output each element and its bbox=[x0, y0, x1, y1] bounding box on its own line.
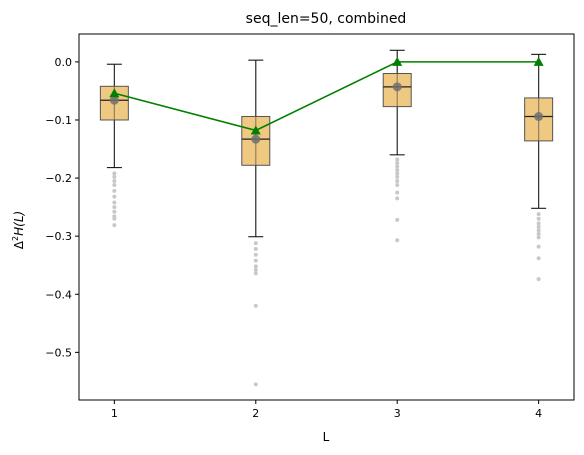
y-axis-label: Δ2H(L) bbox=[11, 211, 26, 249]
outlier-point bbox=[112, 200, 116, 204]
outlier-point bbox=[112, 210, 116, 214]
outlier-point bbox=[537, 228, 541, 232]
outlier-point bbox=[254, 264, 258, 268]
y-tick-label: −0.3 bbox=[45, 230, 72, 243]
x-tick-label: 1 bbox=[111, 407, 118, 420]
outlier-point bbox=[537, 277, 541, 281]
outlier-point bbox=[537, 232, 541, 236]
outlier-point bbox=[254, 241, 258, 245]
outlier-point bbox=[395, 168, 399, 172]
outlier-point bbox=[537, 212, 541, 216]
outlier-point bbox=[112, 217, 116, 221]
outlier-point bbox=[537, 235, 541, 239]
outlier-point bbox=[254, 259, 258, 263]
mean-marker bbox=[251, 135, 260, 144]
outlier-point bbox=[112, 179, 116, 183]
outlier-point bbox=[395, 238, 399, 242]
outlier-point bbox=[395, 175, 399, 179]
outlier-point bbox=[395, 196, 399, 200]
outlier-point bbox=[395, 218, 399, 222]
y-tick-label: −0.5 bbox=[45, 346, 72, 359]
y-tick-label: −0.4 bbox=[45, 288, 72, 301]
outlier-point bbox=[537, 256, 541, 260]
y-tick-label: 0.0 bbox=[55, 56, 73, 69]
outlier-point bbox=[112, 195, 116, 199]
outlier-point bbox=[395, 183, 399, 187]
outlier-point bbox=[112, 205, 116, 209]
outlier-point bbox=[254, 382, 258, 386]
outlier-point bbox=[537, 221, 541, 225]
mean-marker bbox=[393, 82, 402, 91]
chart-title: seq_len=50, combined bbox=[246, 11, 407, 27]
outlier-point bbox=[112, 171, 116, 175]
outlier-point bbox=[537, 245, 541, 249]
outlier-point bbox=[395, 171, 399, 175]
outlier-point bbox=[395, 164, 399, 168]
x-tick-label: 2 bbox=[252, 407, 259, 420]
y-tick-label: −0.2 bbox=[45, 172, 72, 185]
outlier-point bbox=[395, 157, 399, 161]
outlier-point bbox=[395, 191, 399, 195]
outlier-point bbox=[254, 247, 258, 251]
x-axis-label: L bbox=[323, 430, 330, 444]
outlier-point bbox=[112, 223, 116, 227]
x-tick-label: 3 bbox=[394, 407, 401, 420]
y-tick-label: −0.1 bbox=[45, 114, 72, 127]
outlier-point bbox=[112, 183, 116, 187]
outlier-point bbox=[254, 304, 258, 308]
outlier-point bbox=[395, 161, 399, 165]
mean-marker bbox=[534, 112, 543, 121]
outlier-point bbox=[112, 189, 116, 193]
outlier-point bbox=[537, 217, 541, 221]
outlier-point bbox=[254, 271, 258, 275]
outlier-point bbox=[254, 253, 258, 257]
x-tick-label: 4 bbox=[535, 407, 542, 420]
outlier-point bbox=[537, 225, 541, 229]
outlier-point bbox=[395, 179, 399, 183]
outlier-point bbox=[112, 175, 116, 179]
outlier-point bbox=[254, 268, 258, 272]
